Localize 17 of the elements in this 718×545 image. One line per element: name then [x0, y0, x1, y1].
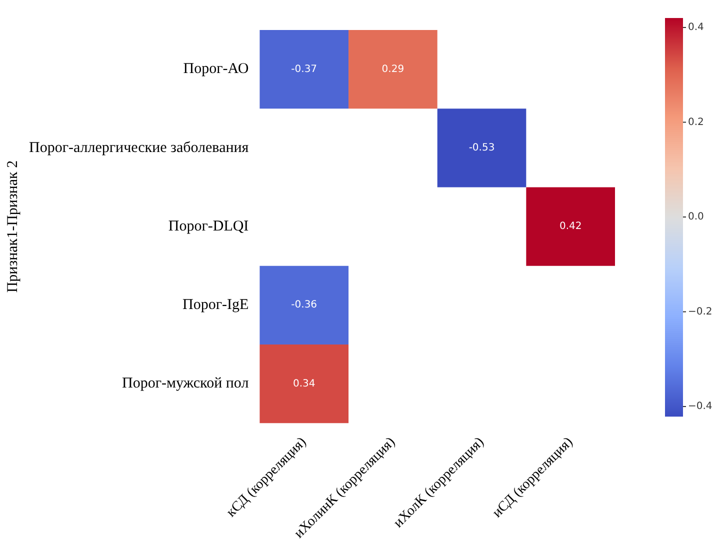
color-bar-label: 0.2 [688, 116, 704, 128]
data-label: -0.36 [291, 300, 318, 311]
data-label: 0.34 [292, 378, 316, 390]
color-bar-label: −0.4 [688, 401, 712, 412]
y-tick-label: Порог-аллергические заболевания [28, 140, 249, 156]
y-tick-label: Порог-АО [183, 61, 249, 78]
data-label: 0.29 [382, 64, 404, 75]
y-tick-label: Порог-мужской пол [122, 376, 250, 392]
color-bar-label: −0.2 [688, 306, 712, 318]
data-label: -0.37 [291, 64, 318, 75]
color-bar-label: 0.4 [688, 22, 704, 34]
data-label: -0.53 [468, 142, 495, 154]
y-tick-label: Порог-DLQI [168, 218, 249, 234]
y-axis-title: Признак1-Признак 2 [4, 160, 21, 293]
color-bar-label: 0.0 [688, 212, 704, 223]
data-label: 0.42 [559, 221, 582, 232]
y-tick-label: Порог-IgE [182, 297, 249, 314]
